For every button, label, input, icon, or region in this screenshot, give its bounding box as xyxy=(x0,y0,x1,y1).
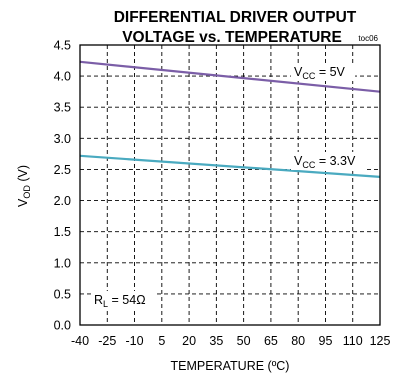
tick-labels: -40 -25 -10 5 20 35 50 65 80 95 110 125 0.0 0.5 1.0 1.5… xyxy=(54,39,391,349)
x-tick-label: 125 xyxy=(370,334,391,348)
series-label-vcc-3v3: VCC = 3.3V xyxy=(294,154,356,170)
y-tick-label: 1.5 xyxy=(54,225,71,239)
x-tick-label: 110 xyxy=(343,334,363,348)
x-tick-label: -25 xyxy=(98,334,116,348)
plot-frame xyxy=(79,44,381,326)
y-tick-label: 0.5 xyxy=(54,287,71,301)
load-resistance-annotation-background xyxy=(91,291,155,309)
series-line-2 xyxy=(79,154,381,178)
x-tick-label: 35 xyxy=(209,334,223,348)
chart-title-line2: VOLTAGE vs. TEMPERATURE xyxy=(122,29,342,46)
x-tick-label: 20 xyxy=(182,334,196,348)
y-tick-label: 3.0 xyxy=(54,132,71,146)
x-tick-label: 65 xyxy=(264,334,278,348)
x-tick-label: 50 xyxy=(237,334,251,348)
y-tick-label: 3.5 xyxy=(54,101,71,115)
y-tick-label: 4.5 xyxy=(54,39,71,53)
y-tick-label: 2.0 xyxy=(54,194,71,208)
chart-title-line1: DIFFERENTIAL DRIVER OUTPUT xyxy=(114,9,357,26)
y-tick-label: 1.0 xyxy=(54,256,71,270)
y-tick-label: 0.0 xyxy=(54,319,71,333)
x-axis-title: TEMPERATURE (ºC) xyxy=(171,359,290,373)
x-tick-label: -40 xyxy=(71,334,89,348)
x-tick-label: 80 xyxy=(291,334,305,348)
series-lines xyxy=(79,60,381,178)
series-label-vcc-5v-background xyxy=(291,63,355,81)
grid xyxy=(80,45,380,325)
x-tick-label: 5 xyxy=(158,334,165,348)
series-label-vcc-3v3-background xyxy=(291,152,365,170)
series-labels: VCC = 5V VCC = 3.3V RL = 54Ω xyxy=(91,63,365,309)
figure-tag: toc06 xyxy=(358,34,378,43)
y-axis-title: VOD (V) xyxy=(16,165,32,207)
series-label-vcc-5v: VCC = 5V xyxy=(294,65,346,81)
load-resistance-annotation: RL = 54Ω xyxy=(94,293,146,309)
y-tick-label: 4.0 xyxy=(54,70,71,84)
y-tick-label: 2.5 xyxy=(54,163,71,177)
x-tick-label: 95 xyxy=(319,334,333,348)
series-line-1 xyxy=(79,60,381,93)
x-tick-label: -10 xyxy=(126,334,144,348)
